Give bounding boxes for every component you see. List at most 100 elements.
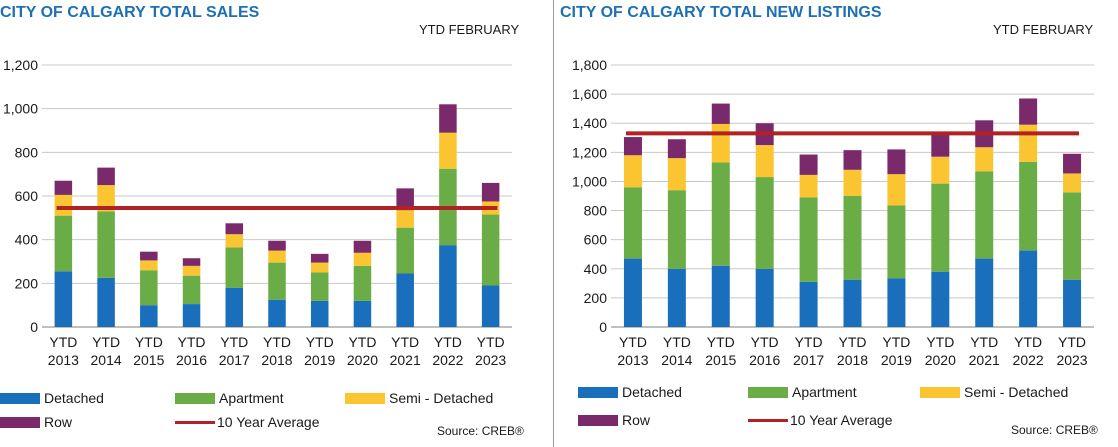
bar-segment-apartment bbox=[667, 190, 686, 269]
bar-segment-apartment bbox=[353, 265, 372, 301]
bar-segment-detached bbox=[481, 285, 500, 327]
chart-title: CITY OF CALGARY TOTAL NEW LISTINGS bbox=[560, 4, 882, 21]
bar-segment-detached bbox=[887, 278, 906, 327]
bar-segment-apartment bbox=[97, 211, 115, 278]
bar-segment-detached bbox=[310, 300, 329, 327]
legend-label: Row bbox=[44, 414, 73, 430]
bar-segment-apartment bbox=[182, 275, 201, 305]
bar-segment-detached bbox=[667, 268, 686, 327]
bar-segment-apartment bbox=[887, 205, 906, 279]
bar-segment-row bbox=[439, 104, 457, 133]
x-tick-label: YTD bbox=[839, 334, 867, 350]
bar-segment-row bbox=[140, 251, 158, 261]
legend-swatch-row bbox=[0, 416, 40, 428]
bar-segment-semi-detached bbox=[353, 252, 372, 266]
x-tick-label: YTD bbox=[220, 334, 248, 350]
bar-segment-row bbox=[711, 103, 730, 124]
bar-segment-apartment bbox=[225, 247, 244, 288]
legend-row: Row bbox=[578, 412, 650, 428]
bar-segment-row bbox=[843, 150, 862, 170]
bar-segment-detached bbox=[54, 271, 73, 327]
bar-segment-row bbox=[481, 182, 500, 202]
bar-segment-semi-detached bbox=[931, 156, 950, 184]
bar-segment-row bbox=[353, 240, 372, 253]
legend-detached: Detached bbox=[0, 390, 104, 406]
x-tick-label: YTD bbox=[306, 334, 334, 350]
bar-segment-apartment bbox=[931, 183, 950, 272]
bar-segment-row bbox=[799, 154, 818, 175]
bar-segment-semi-detached bbox=[225, 234, 244, 248]
bar-segment-semi-detached bbox=[1063, 173, 1082, 193]
listings-chart-plot: 0 200 400 600 800 1,000 1,200 1,400 1,600 1,800 YT… bbox=[572, 57, 1094, 368]
bar-segment-apartment bbox=[310, 272, 329, 301]
x-tick-label: YTD bbox=[49, 334, 77, 350]
bar-segment-row bbox=[887, 149, 906, 175]
bar-segment-semi-detached bbox=[755, 145, 774, 178]
x-tick-label: YTD bbox=[882, 334, 910, 350]
x-tick-label: 2021 bbox=[390, 352, 421, 368]
y-tick-label: 600 bbox=[584, 232, 608, 248]
bar-segment-detached bbox=[225, 287, 244, 327]
bar-segment-row bbox=[310, 253, 329, 263]
x-tick-label: 2020 bbox=[925, 352, 956, 368]
x-tick-label: YTD bbox=[391, 334, 419, 350]
legend-semi-detached: Semi - Detached bbox=[345, 390, 493, 406]
x-tick-label: YTD bbox=[135, 334, 163, 350]
bar-segment-detached bbox=[755, 268, 774, 327]
bar-segment-apartment bbox=[481, 214, 500, 286]
y-tick-label: 200 bbox=[15, 275, 39, 291]
legend-swatch-semi-detached bbox=[920, 386, 960, 398]
bar-segment-detached bbox=[623, 258, 642, 327]
bar-segment-semi-detached bbox=[97, 185, 115, 212]
y-tick-label: 400 bbox=[584, 261, 608, 277]
bar-segment-row bbox=[268, 240, 286, 251]
bar-segment-row bbox=[667, 139, 686, 159]
bar-segment-detached bbox=[396, 273, 414, 327]
bar-segment-apartment bbox=[140, 270, 158, 306]
sales-chart-panel: CITY OF CALGARY TOTAL SALES YTD FEBRUARY… bbox=[0, 0, 550, 447]
legend-swatch-detached bbox=[578, 386, 618, 398]
y-tick-label: 0 bbox=[30, 319, 38, 335]
x-tick-label: YTD bbox=[263, 334, 291, 350]
y-tick-label: 1,800 bbox=[572, 57, 607, 73]
bar-segment-semi-detached bbox=[54, 194, 73, 216]
y-tick-label: 1,000 bbox=[572, 173, 607, 189]
legend-label: Semi - Detached bbox=[964, 384, 1069, 400]
legend-swatch-apartment bbox=[175, 392, 215, 404]
bar-segment-semi-detached bbox=[843, 169, 862, 196]
bar-segment-apartment bbox=[396, 227, 414, 274]
y-tick-label: 1,600 bbox=[572, 86, 607, 102]
x-tick-label: 2018 bbox=[261, 352, 292, 368]
y-tick-label: 600 bbox=[15, 188, 39, 204]
bar-segment-row bbox=[97, 167, 115, 186]
bar-segment-detached bbox=[799, 281, 818, 327]
bar-segment-semi-detached bbox=[182, 265, 201, 276]
legend-label: 10 Year Average bbox=[790, 412, 893, 428]
bar-segment-apartment bbox=[711, 162, 730, 266]
x-tick-label: YTD bbox=[619, 334, 647, 350]
x-tick-label: 2016 bbox=[749, 352, 780, 368]
bar-segment-apartment bbox=[1019, 161, 1038, 251]
x-tick-label: YTD bbox=[751, 334, 779, 350]
bar-segment-row bbox=[182, 258, 201, 266]
bar-segment-semi-detached bbox=[140, 260, 158, 271]
bar-segment-semi-detached bbox=[887, 174, 906, 206]
bar-segment-detached bbox=[931, 271, 950, 327]
panel-divider bbox=[553, 0, 554, 447]
x-tick-label: 2015 bbox=[705, 352, 736, 368]
x-tick-label: YTD bbox=[477, 334, 505, 350]
legend-label: Apartment bbox=[219, 390, 284, 406]
bar-segment-semi-detached bbox=[799, 174, 818, 198]
legend-swatch-average bbox=[748, 418, 788, 422]
x-tick-label: 2014 bbox=[661, 352, 692, 368]
x-tick-label: 2013 bbox=[48, 352, 79, 368]
sales-chart-plot: 0 200 400 600 800 1,000 1,200 YTD 2013 YTD 2014 YTD… bbox=[3, 57, 512, 368]
legend-swatch-detached bbox=[0, 392, 40, 404]
y-tick-label: 800 bbox=[15, 144, 39, 160]
legend-label: Detached bbox=[622, 384, 682, 400]
x-tick-label: 2016 bbox=[176, 352, 207, 368]
bar-segment-detached bbox=[353, 300, 372, 327]
x-tick-label: 2019 bbox=[881, 352, 912, 368]
y-tick-label: 1,200 bbox=[572, 144, 607, 160]
y-tick-label: 400 bbox=[15, 232, 39, 248]
